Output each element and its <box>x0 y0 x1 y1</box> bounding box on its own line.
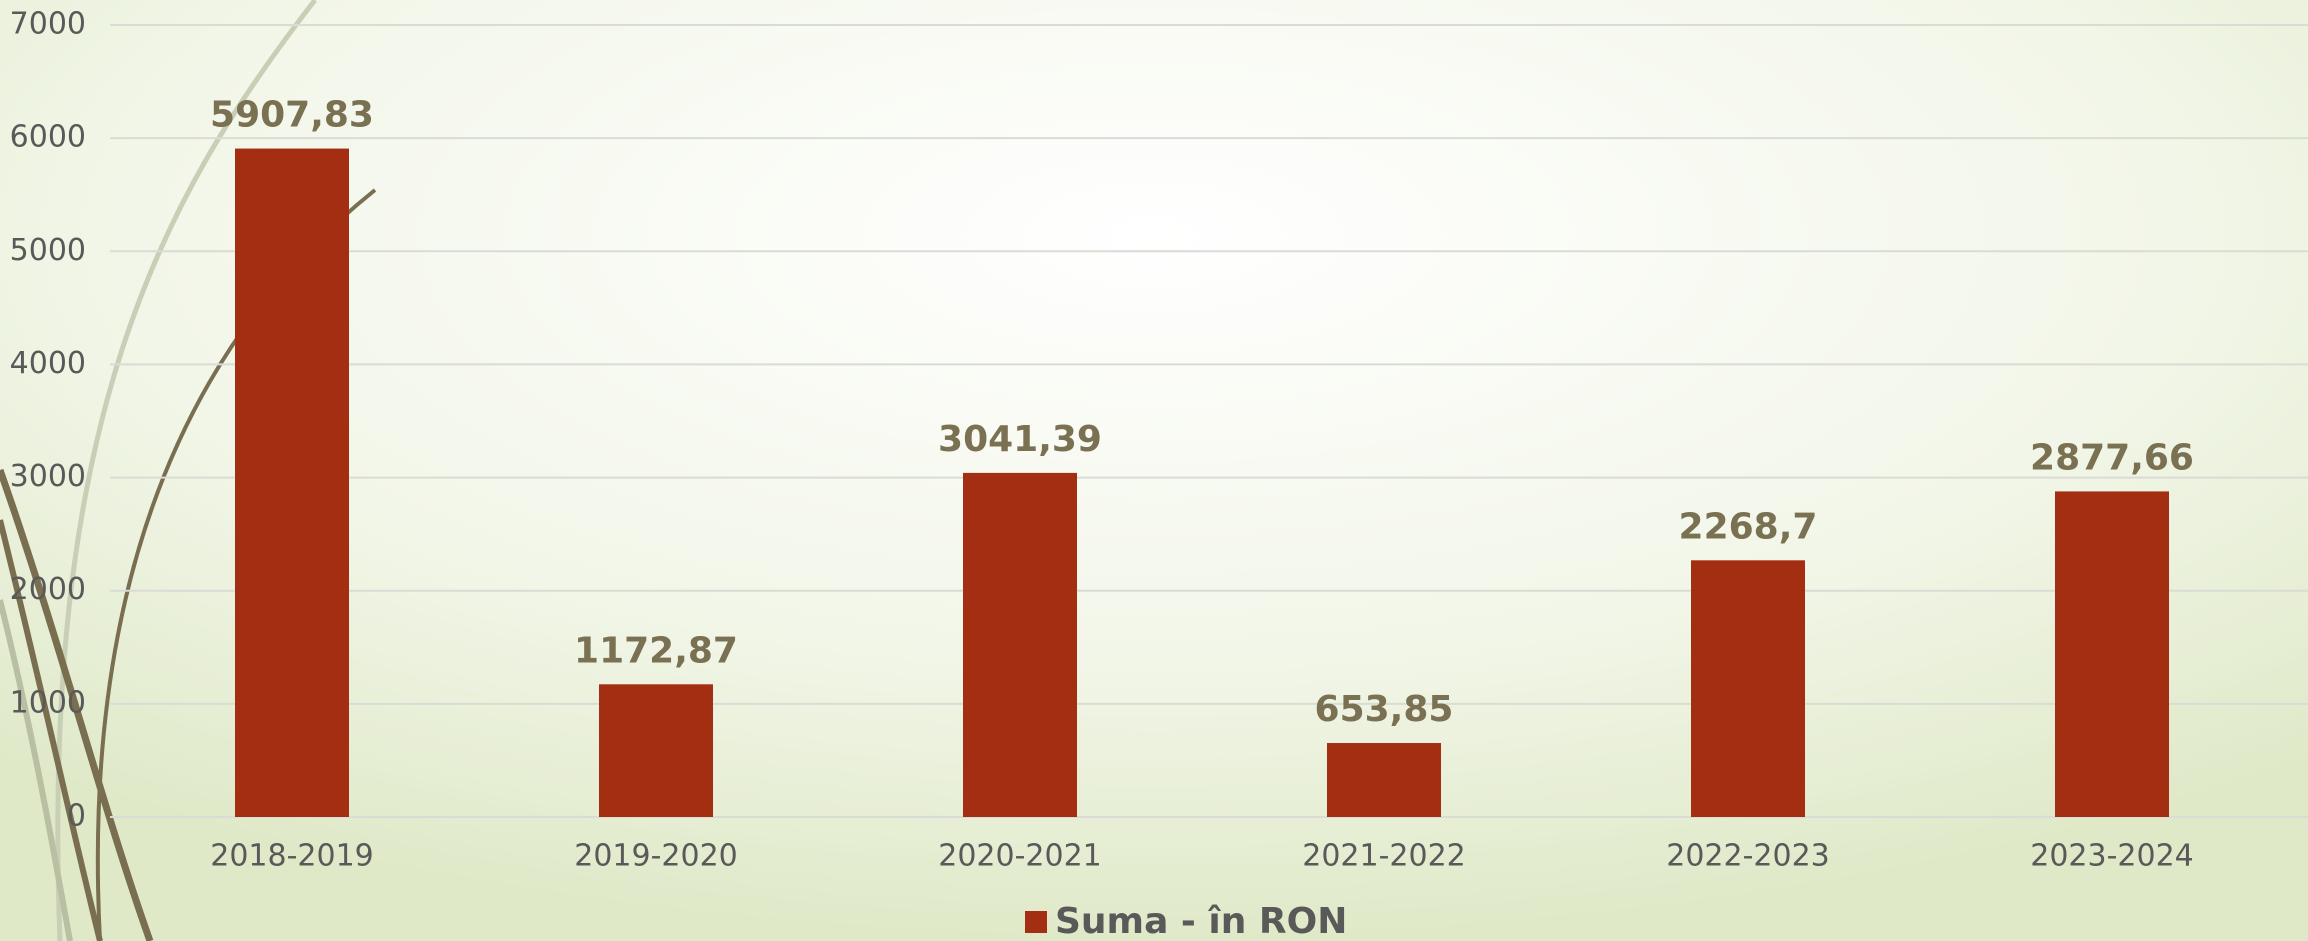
bar <box>599 684 713 817</box>
y-tick-label: 4000 <box>10 346 86 381</box>
bar <box>235 148 349 817</box>
x-tick-label: 2018-2019 <box>210 839 374 874</box>
data-label: 5907,83 <box>210 95 374 136</box>
data-label: 2268,7 <box>1679 506 1818 547</box>
x-tick-label: 2019-2020 <box>574 839 738 874</box>
bar <box>963 472 1077 817</box>
bar <box>1327 743 1441 817</box>
y-tick-label: 6000 <box>10 120 86 155</box>
data-label: 2877,66 <box>2030 437 2194 478</box>
bar <box>1691 560 1805 817</box>
y-tick-label: 5000 <box>10 233 86 268</box>
legend-label: Suma - în RON <box>1055 901 1347 941</box>
x-tick-label: 2022-2023 <box>1666 839 1830 874</box>
legend-swatch <box>1025 911 1047 933</box>
y-tick-label: 0 <box>67 799 86 834</box>
bar <box>2055 491 2169 817</box>
y-tick-label: 7000 <box>10 7 86 42</box>
data-label: 653,85 <box>1315 689 1454 730</box>
data-label: 1172,87 <box>574 630 738 671</box>
y-tick-label: 3000 <box>10 459 86 494</box>
x-tick-label: 2020-2021 <box>938 839 1102 874</box>
x-tick-label: 2021-2022 <box>1302 839 1466 874</box>
y-tick-label: 1000 <box>10 685 86 720</box>
x-tick-label: 2023-2024 <box>2030 839 2194 874</box>
data-label: 3041,39 <box>938 419 1102 460</box>
y-tick-label: 2000 <box>10 572 86 607</box>
